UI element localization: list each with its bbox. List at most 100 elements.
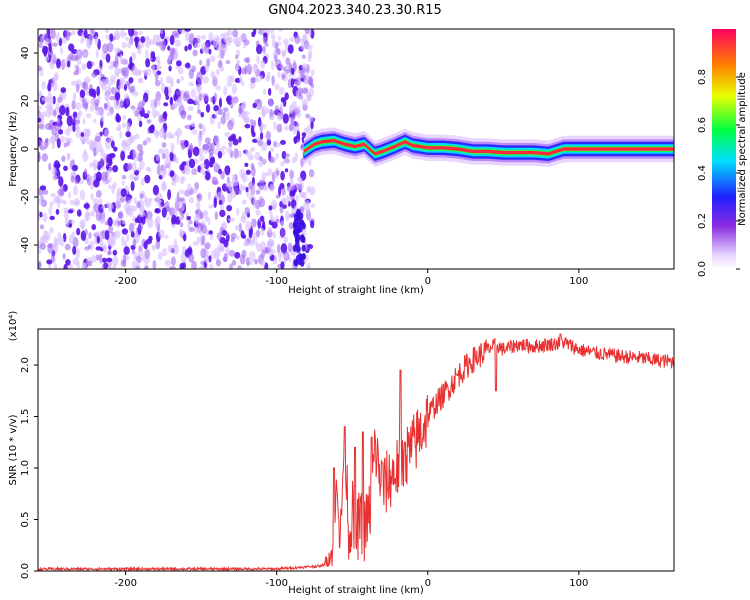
noise-blob <box>290 77 294 88</box>
noise-blob <box>199 212 204 220</box>
noise-blob <box>296 130 301 139</box>
noise-blob <box>167 45 171 51</box>
noise-blob <box>59 236 65 247</box>
noise-blob <box>52 95 56 105</box>
noise-blob <box>261 171 266 181</box>
noise-blob <box>305 205 310 215</box>
noise-blob <box>284 125 289 131</box>
noise-blob <box>132 107 139 115</box>
noise-blob <box>107 83 111 92</box>
noise-blob <box>105 164 110 170</box>
noise-blob <box>223 86 228 96</box>
noise-blob <box>139 193 144 200</box>
noise-blob <box>110 140 115 149</box>
noise-blob <box>183 190 189 197</box>
noise-blob <box>46 243 53 248</box>
noise-blob <box>115 71 120 78</box>
noise-blob <box>231 259 237 266</box>
noise-blob <box>228 217 235 223</box>
noise-blob <box>119 197 125 203</box>
noise-blob <box>226 176 230 185</box>
noise-blob <box>208 204 215 209</box>
noise-blob <box>301 63 308 70</box>
noise-blob <box>90 193 94 200</box>
noise-blob <box>63 263 68 269</box>
noise-blob <box>264 185 268 191</box>
noise-blob <box>145 238 152 245</box>
noise-blob <box>294 34 301 45</box>
noise-blob <box>288 108 294 115</box>
noise-blob <box>142 69 149 74</box>
noise-blob <box>255 209 261 216</box>
noise-blob <box>147 110 151 115</box>
noise-blob <box>215 85 221 91</box>
noise-blob <box>126 40 132 49</box>
noise-blob <box>150 51 156 59</box>
noise-blob <box>95 210 102 222</box>
noise-blob <box>212 180 219 185</box>
noise-blob <box>65 106 70 117</box>
noise-blob <box>104 230 110 241</box>
colorbar-tick-label: 0.2 <box>697 213 708 229</box>
noise-blob <box>127 162 133 171</box>
noise-blob <box>164 259 171 267</box>
noise-blob <box>50 29 56 40</box>
noise-blob <box>71 30 76 36</box>
noise-blob <box>69 219 75 225</box>
y-tick-label: 1.0 <box>20 460 31 476</box>
noise-blob <box>93 179 100 188</box>
noise-blob <box>300 157 304 168</box>
noise-blob <box>84 237 89 245</box>
noise-blob <box>75 54 79 62</box>
noise-blob <box>144 37 151 49</box>
noise-blob <box>95 254 101 261</box>
noise-blob <box>234 251 241 259</box>
noise-blob <box>39 243 47 250</box>
noise-streak <box>294 228 299 236</box>
noise-blob <box>145 49 149 60</box>
noise-blob <box>68 43 75 52</box>
noise-blob <box>92 118 97 123</box>
noise-blob <box>204 172 211 181</box>
figure-title: GN04.2023.340.23.30.R15 <box>268 3 442 18</box>
noise-blob <box>255 189 261 195</box>
noise-blob <box>38 248 42 254</box>
noise-blob <box>62 253 66 260</box>
noise-blob <box>86 38 91 49</box>
noise-blob <box>275 59 282 70</box>
noise-blob <box>44 95 49 103</box>
noise-blob <box>260 123 267 130</box>
noise-blob <box>199 162 206 169</box>
noise-blob <box>161 142 167 148</box>
noise-blob <box>194 95 198 105</box>
noise-blob <box>120 29 125 39</box>
noise-blob <box>164 234 169 240</box>
noise-blob <box>120 188 127 198</box>
noise-blob <box>141 214 146 225</box>
noise-blob <box>200 111 205 118</box>
noise-blob <box>179 176 185 185</box>
noise-blob <box>293 183 300 191</box>
y-tick-label: 20 <box>20 95 31 108</box>
noise-blob <box>72 257 79 266</box>
noise-blob <box>109 95 116 101</box>
noise-blob <box>222 256 228 262</box>
noise-blob <box>273 121 277 131</box>
noise-blob <box>102 43 109 54</box>
noise-blob <box>187 98 194 105</box>
noise-blob <box>205 103 211 113</box>
noise-blob <box>289 169 295 180</box>
noise-blob <box>194 37 201 44</box>
noise-blob <box>101 243 107 250</box>
noise-blob <box>174 39 182 47</box>
noise-blob <box>145 137 152 143</box>
noise-blob <box>184 124 191 129</box>
noise-blob <box>137 69 142 76</box>
noise-blob <box>177 67 184 75</box>
noise-blob <box>263 32 268 38</box>
noise-blob <box>144 265 149 269</box>
noise-blob <box>85 113 92 119</box>
noise-blob <box>187 253 195 263</box>
noise-blob <box>278 253 282 263</box>
noise-blob <box>150 99 155 109</box>
